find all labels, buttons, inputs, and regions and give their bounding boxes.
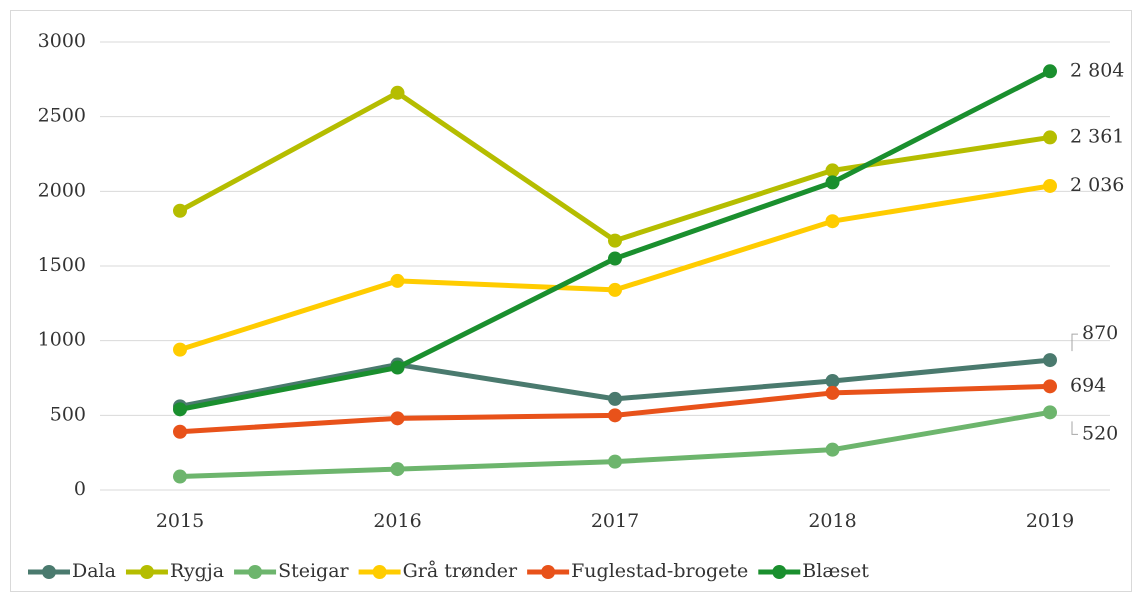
data-label: 2 804 xyxy=(1070,59,1124,81)
legend-label: Steigar xyxy=(278,560,349,582)
data-point xyxy=(1043,353,1057,368)
data-point xyxy=(825,385,840,400)
legend-marker xyxy=(541,565,556,579)
x-tick-label: 2019 xyxy=(1026,510,1074,532)
data-point xyxy=(173,469,187,484)
x-tick-label: 2015 xyxy=(156,510,204,532)
data-point xyxy=(173,424,187,439)
data-label: 2 036 xyxy=(1070,174,1124,196)
data-point xyxy=(1043,405,1057,420)
legend-label: Blæset xyxy=(802,560,869,582)
legend-marker xyxy=(372,565,387,579)
legend-marker xyxy=(139,565,154,579)
leader-line xyxy=(1071,333,1078,352)
data-point xyxy=(1043,178,1057,193)
legend-marker xyxy=(42,565,56,579)
leader-line xyxy=(1071,421,1078,435)
y-tick-label: 2500 xyxy=(38,105,86,127)
x-tick-label: 2017 xyxy=(591,510,639,532)
chart-border xyxy=(10,10,1132,592)
data-point xyxy=(390,273,405,288)
data-point xyxy=(608,391,622,406)
data-label: 2 361 xyxy=(1070,125,1124,147)
data-point xyxy=(1043,64,1057,79)
legend-marker xyxy=(772,565,787,579)
x-tick-label: 2016 xyxy=(373,510,421,532)
y-tick-label: 3000 xyxy=(38,30,86,52)
data-point xyxy=(825,373,840,388)
data-point xyxy=(825,214,840,229)
data-point xyxy=(390,462,405,477)
data-label: 870 xyxy=(1082,322,1118,344)
data-point xyxy=(390,360,405,375)
data-point xyxy=(608,282,622,297)
data-point xyxy=(1043,130,1057,145)
legend-label: Rygja xyxy=(170,560,224,582)
x-tick-label: 2018 xyxy=(808,510,856,532)
data-point xyxy=(608,233,622,248)
y-tick-label: 2000 xyxy=(38,179,86,201)
data-label: 694 xyxy=(1070,374,1106,396)
data-point xyxy=(1043,379,1057,394)
data-point xyxy=(173,203,187,218)
legend-label: Grå trønder xyxy=(403,560,518,582)
y-tick-label: 1500 xyxy=(38,254,86,276)
data-point xyxy=(825,175,840,190)
data-point xyxy=(825,442,840,457)
data-point xyxy=(390,85,405,100)
data-label: 520 xyxy=(1082,422,1118,444)
data-point xyxy=(608,251,622,266)
y-tick-label: 1000 xyxy=(38,329,86,351)
legend-marker xyxy=(248,565,263,579)
y-tick-label: 500 xyxy=(50,403,86,425)
data-point xyxy=(390,411,405,426)
data-point xyxy=(825,163,840,178)
legend-label: Dala xyxy=(72,560,116,582)
legend-label: Fuglestad-brogete xyxy=(571,560,748,582)
data-point xyxy=(608,454,622,469)
data-point xyxy=(173,342,187,357)
y-tick-label: 0 xyxy=(74,478,86,500)
data-point xyxy=(608,408,622,423)
data-point xyxy=(173,402,187,417)
